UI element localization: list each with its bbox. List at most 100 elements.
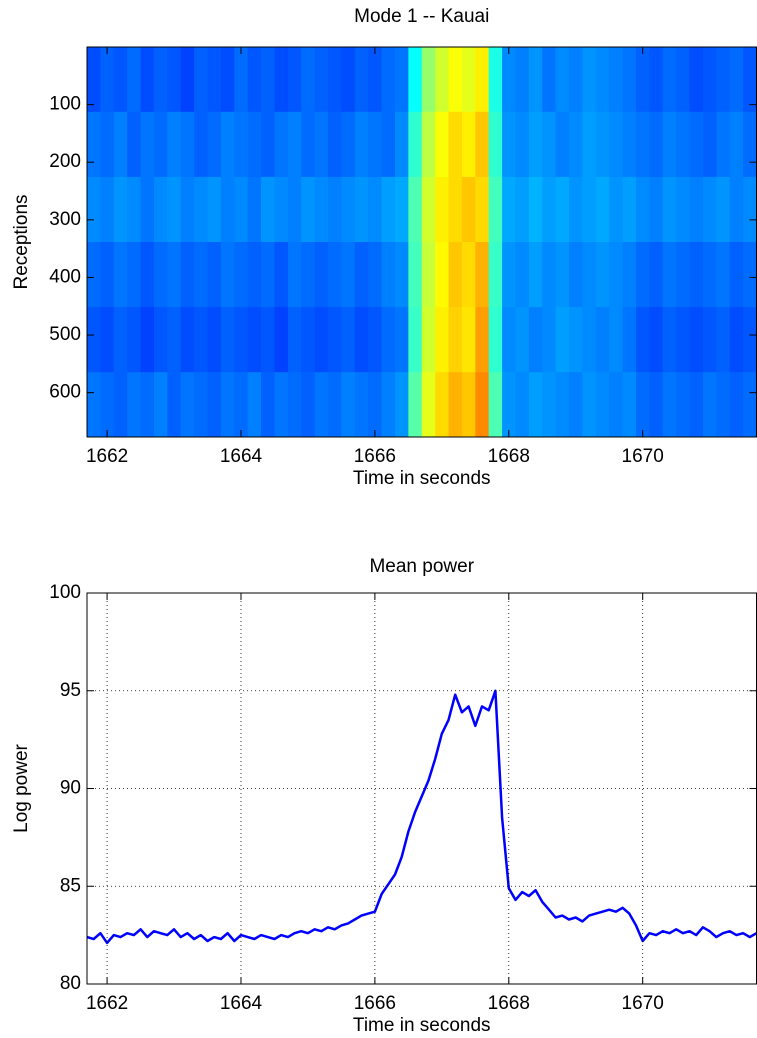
heatmap-cell bbox=[328, 307, 342, 373]
heatmap-cell bbox=[542, 242, 557, 308]
heatmap-cell bbox=[368, 47, 383, 113]
heatmap-cell bbox=[676, 176, 691, 243]
heatmap-cell bbox=[301, 176, 316, 243]
heatmap-cell bbox=[274, 111, 289, 178]
heatmap-cell bbox=[194, 372, 209, 437]
heatmap-cell bbox=[261, 111, 275, 178]
heatmap-cell bbox=[153, 111, 168, 178]
heatmap-cell bbox=[354, 111, 369, 178]
heatmap-cell bbox=[354, 47, 369, 113]
heatmap-cell bbox=[421, 176, 436, 243]
heatmap-cell bbox=[676, 111, 691, 178]
heatmap-cell bbox=[435, 176, 450, 243]
heatmap-cell bbox=[461, 242, 476, 308]
heatmap-cell bbox=[676, 372, 691, 437]
heatmap-cell bbox=[635, 372, 650, 437]
heatmap-cell bbox=[234, 47, 249, 113]
heatmap-cell bbox=[729, 372, 744, 437]
heatmap-cell bbox=[207, 176, 222, 243]
heatmap-cell bbox=[461, 176, 476, 243]
y-tick-label: 500 bbox=[49, 324, 81, 345]
heatmap-cell bbox=[274, 176, 289, 243]
heatmap-cell bbox=[515, 307, 530, 373]
heatmap-cell bbox=[408, 111, 423, 178]
heatmap-cell bbox=[153, 242, 168, 308]
heatmap-cell bbox=[113, 372, 128, 437]
y-axis-label: Log power bbox=[11, 743, 32, 832]
heatmap-cell bbox=[113, 307, 128, 373]
heatmap-cell bbox=[180, 176, 195, 243]
heatmap-cell bbox=[180, 242, 195, 308]
heatmap-cell bbox=[421, 47, 436, 113]
heatmap-cell bbox=[569, 307, 583, 373]
heatmap-cell bbox=[461, 307, 476, 373]
heatmap-cell bbox=[502, 47, 516, 113]
heatmap-cell bbox=[368, 111, 383, 178]
heatmap-cell bbox=[662, 307, 677, 373]
heatmap-cell bbox=[689, 47, 704, 113]
heatmap-cell bbox=[488, 47, 503, 113]
heatmap-cell bbox=[140, 47, 155, 113]
heatmap-cell bbox=[314, 176, 329, 243]
heatmap-cell bbox=[341, 176, 356, 243]
heatmap-cell bbox=[448, 372, 463, 437]
heatmap-cell bbox=[676, 242, 691, 308]
heatmap-cell bbox=[475, 372, 490, 437]
heatmap-cell bbox=[328, 176, 342, 243]
heatmap-cell bbox=[194, 307, 209, 373]
heatmap-cell bbox=[194, 111, 209, 178]
heatmap-cell bbox=[569, 372, 583, 437]
heatmap-cell bbox=[354, 307, 369, 373]
heatmap-cell bbox=[555, 111, 570, 178]
heatmap-cell bbox=[394, 307, 409, 373]
x-tick-label: 1664 bbox=[220, 446, 263, 467]
heatmap-cell bbox=[140, 372, 155, 437]
heatmap-cell bbox=[287, 176, 302, 243]
x-axis-label: Time in seconds bbox=[353, 468, 491, 489]
heatmap-cell bbox=[662, 47, 677, 113]
heatmap-cell bbox=[595, 307, 610, 373]
heatmap-cell bbox=[167, 372, 182, 437]
y-tick-label: 100 bbox=[49, 94, 81, 115]
heatmap-cell bbox=[153, 372, 168, 437]
heatmap-cell bbox=[247, 307, 262, 373]
heatmap-cell bbox=[167, 307, 182, 373]
heatmap-cell bbox=[421, 242, 436, 308]
heatmap-cell bbox=[421, 111, 436, 178]
heatmap-cell bbox=[609, 47, 624, 113]
heatmap-cell bbox=[261, 176, 275, 243]
heatmap-cell bbox=[234, 176, 249, 243]
heatmap-cell bbox=[247, 372, 262, 437]
heatmap-cell bbox=[609, 111, 624, 178]
x-tick-label: 1670 bbox=[622, 993, 664, 1014]
y-tick-label: 85 bbox=[60, 875, 81, 896]
heatmap-cell bbox=[662, 242, 677, 308]
heatmap-cell bbox=[569, 176, 583, 243]
heatmap-cell bbox=[341, 307, 356, 373]
heatmap-cell bbox=[261, 307, 275, 373]
heatmap-cell bbox=[702, 111, 717, 178]
heatmap-cell bbox=[100, 47, 115, 113]
heatmap-cell bbox=[435, 242, 450, 308]
heatmap-cell bbox=[569, 111, 583, 178]
heatmap-cell bbox=[743, 307, 757, 373]
x-tick-label: 1662 bbox=[86, 446, 128, 467]
heatmap-cell bbox=[341, 47, 356, 113]
heatmap-cell bbox=[502, 176, 516, 243]
heatmap-cell bbox=[247, 111, 262, 178]
heatmap-cell bbox=[220, 372, 235, 437]
heatmap-cell bbox=[743, 242, 757, 308]
heatmap-cell bbox=[220, 176, 235, 243]
heatmap-cell bbox=[555, 176, 570, 243]
heatmap-cell bbox=[488, 307, 503, 373]
heatmap-cell bbox=[515, 176, 530, 243]
heatmap-cell bbox=[488, 242, 503, 308]
heatmap-cell bbox=[328, 111, 342, 178]
heatmap-cell bbox=[287, 111, 302, 178]
heatmap-cell bbox=[595, 111, 610, 178]
heatmap-cell bbox=[127, 111, 142, 178]
heatmap-cell bbox=[689, 372, 704, 437]
heatmap-cell bbox=[354, 242, 369, 308]
heatmap-cell bbox=[381, 242, 396, 308]
